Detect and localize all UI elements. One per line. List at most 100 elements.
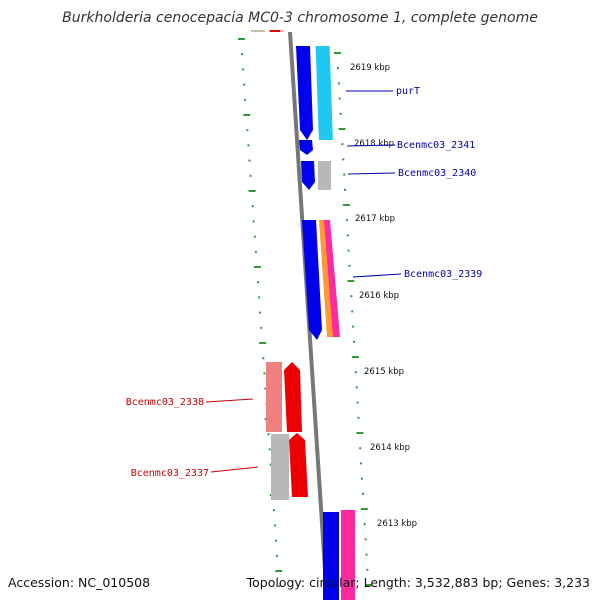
leader-line-2341 (346, 144, 396, 147)
gene-purT-feature[interactable] (315, 46, 333, 140)
minor-tick (354, 371, 357, 374)
major-tick (334, 52, 341, 54)
gene-label-2341[interactable]: Bcenmc03_2341 (397, 140, 475, 151)
gene-2338-feature[interactable] (266, 362, 282, 432)
major-tick (365, 584, 373, 586)
major-tick (275, 570, 283, 572)
minor-tick (360, 462, 363, 465)
major-tick (243, 114, 251, 116)
ruler-label: 2617 kbp (355, 214, 395, 224)
minor-tick (268, 448, 271, 451)
minor-tick (259, 311, 262, 314)
gene-label-2338[interactable]: Bcenmc03_2338 (126, 397, 204, 408)
gene-2337-feature[interactable] (271, 434, 289, 500)
minor-tick (351, 310, 354, 313)
minor-tick (257, 281, 259, 284)
gene-2337-cds[interactable] (289, 433, 308, 497)
major-tick (259, 342, 267, 344)
right-tick-column (334, 52, 373, 586)
kbp-ruler: 2619 kbp 2618 kbp 2617 kbp 2616 kbp 2615… (350, 63, 417, 529)
minor-tick (272, 509, 275, 512)
minor-tick (254, 250, 257, 253)
minor-tick (339, 112, 342, 115)
minor-tick (348, 264, 351, 267)
feature-top-red[interactable] (270, 30, 280, 32)
minor-tick (355, 386, 358, 389)
minor-tick (365, 553, 368, 556)
ruler-label: 2619 kbp (350, 63, 390, 73)
minor-tick (263, 372, 266, 375)
major-tick (347, 280, 355, 282)
minor-tick (338, 97, 341, 100)
gene-2340-cds[interactable] (301, 161, 315, 190)
minor-tick (251, 205, 254, 208)
minor-tick (336, 67, 339, 70)
gene-2338-cds[interactable] (284, 362, 302, 432)
gene-bottom-feature[interactable] (341, 510, 355, 600)
gene-2339-feature-magenta[interactable] (324, 220, 340, 337)
minor-tick (252, 220, 255, 223)
minor-tick (343, 173, 346, 176)
minor-tick (341, 143, 344, 146)
minor-tick (241, 53, 244, 56)
minor-tick (260, 326, 263, 329)
minor-tick (267, 433, 270, 436)
minor-tick (346, 234, 349, 237)
minor-tick (274, 524, 276, 527)
minor-tick (344, 188, 346, 191)
gene-label-2339[interactable]: Bcenmc03_2339 (404, 269, 482, 280)
minor-tick (350, 295, 353, 298)
minor-tick (243, 83, 246, 86)
ruler-label: 2618 kbp (354, 139, 394, 149)
minor-tick (244, 98, 247, 101)
gene-2341-cds[interactable] (299, 140, 313, 155)
leader-line-2337 (210, 466, 259, 473)
accession-text: Accession: NC_010508 (8, 575, 151, 590)
minor-tick (345, 219, 348, 222)
major-tick (238, 38, 245, 40)
gene-label-2340[interactable]: Bcenmc03_2340 (398, 168, 476, 179)
minor-tick (276, 554, 279, 557)
gene-bottom-cds[interactable] (323, 512, 339, 600)
minor-tick (356, 401, 359, 404)
gene-2340-feature[interactable] (318, 161, 331, 190)
minor-tick (359, 447, 362, 450)
left-tick-column (238, 38, 283, 588)
gene-purT-cds[interactable] (296, 46, 313, 140)
minor-tick (249, 174, 252, 177)
major-tick (342, 204, 350, 206)
minor-tick (352, 325, 355, 328)
ruler-label: 2614 kbp (370, 443, 410, 453)
minor-tick (242, 68, 245, 71)
minor-tick (269, 463, 272, 466)
minor-tick (342, 158, 345, 161)
minor-tick (361, 477, 363, 480)
major-tick (253, 266, 261, 268)
gene-label-2337[interactable]: Bcenmc03_2337 (131, 468, 209, 479)
minor-tick (264, 387, 267, 390)
minor-tick (363, 523, 366, 526)
minor-tick (248, 159, 251, 162)
minor-tick (357, 416, 360, 419)
major-tick (248, 190, 256, 192)
leader-line-2338 (205, 398, 254, 403)
gene-label-purT[interactable]: purT (396, 86, 420, 97)
minor-tick (366, 568, 369, 571)
gene-2339-cds[interactable] (302, 220, 322, 340)
minor-tick (275, 539, 278, 542)
feature-top-olive[interactable] (251, 30, 265, 32)
ruler-label: 2616 kbp (359, 291, 399, 301)
minor-tick (258, 296, 261, 299)
minor-tick (337, 82, 340, 85)
genome-summary-text: Topology: circular; Length: 3,532,883 bp… (246, 575, 590, 590)
minor-tick (253, 235, 256, 238)
minor-tick (347, 249, 350, 252)
leader-line-2339 (352, 273, 402, 278)
minor-tick (246, 129, 249, 132)
map-title: Burkholderia cenocepacia MC0-3 chromosom… (62, 10, 538, 26)
ruler-label: 2613 kbp (377, 519, 417, 529)
minor-tick (364, 538, 367, 541)
minor-tick (247, 144, 250, 147)
minor-tick (262, 357, 265, 360)
